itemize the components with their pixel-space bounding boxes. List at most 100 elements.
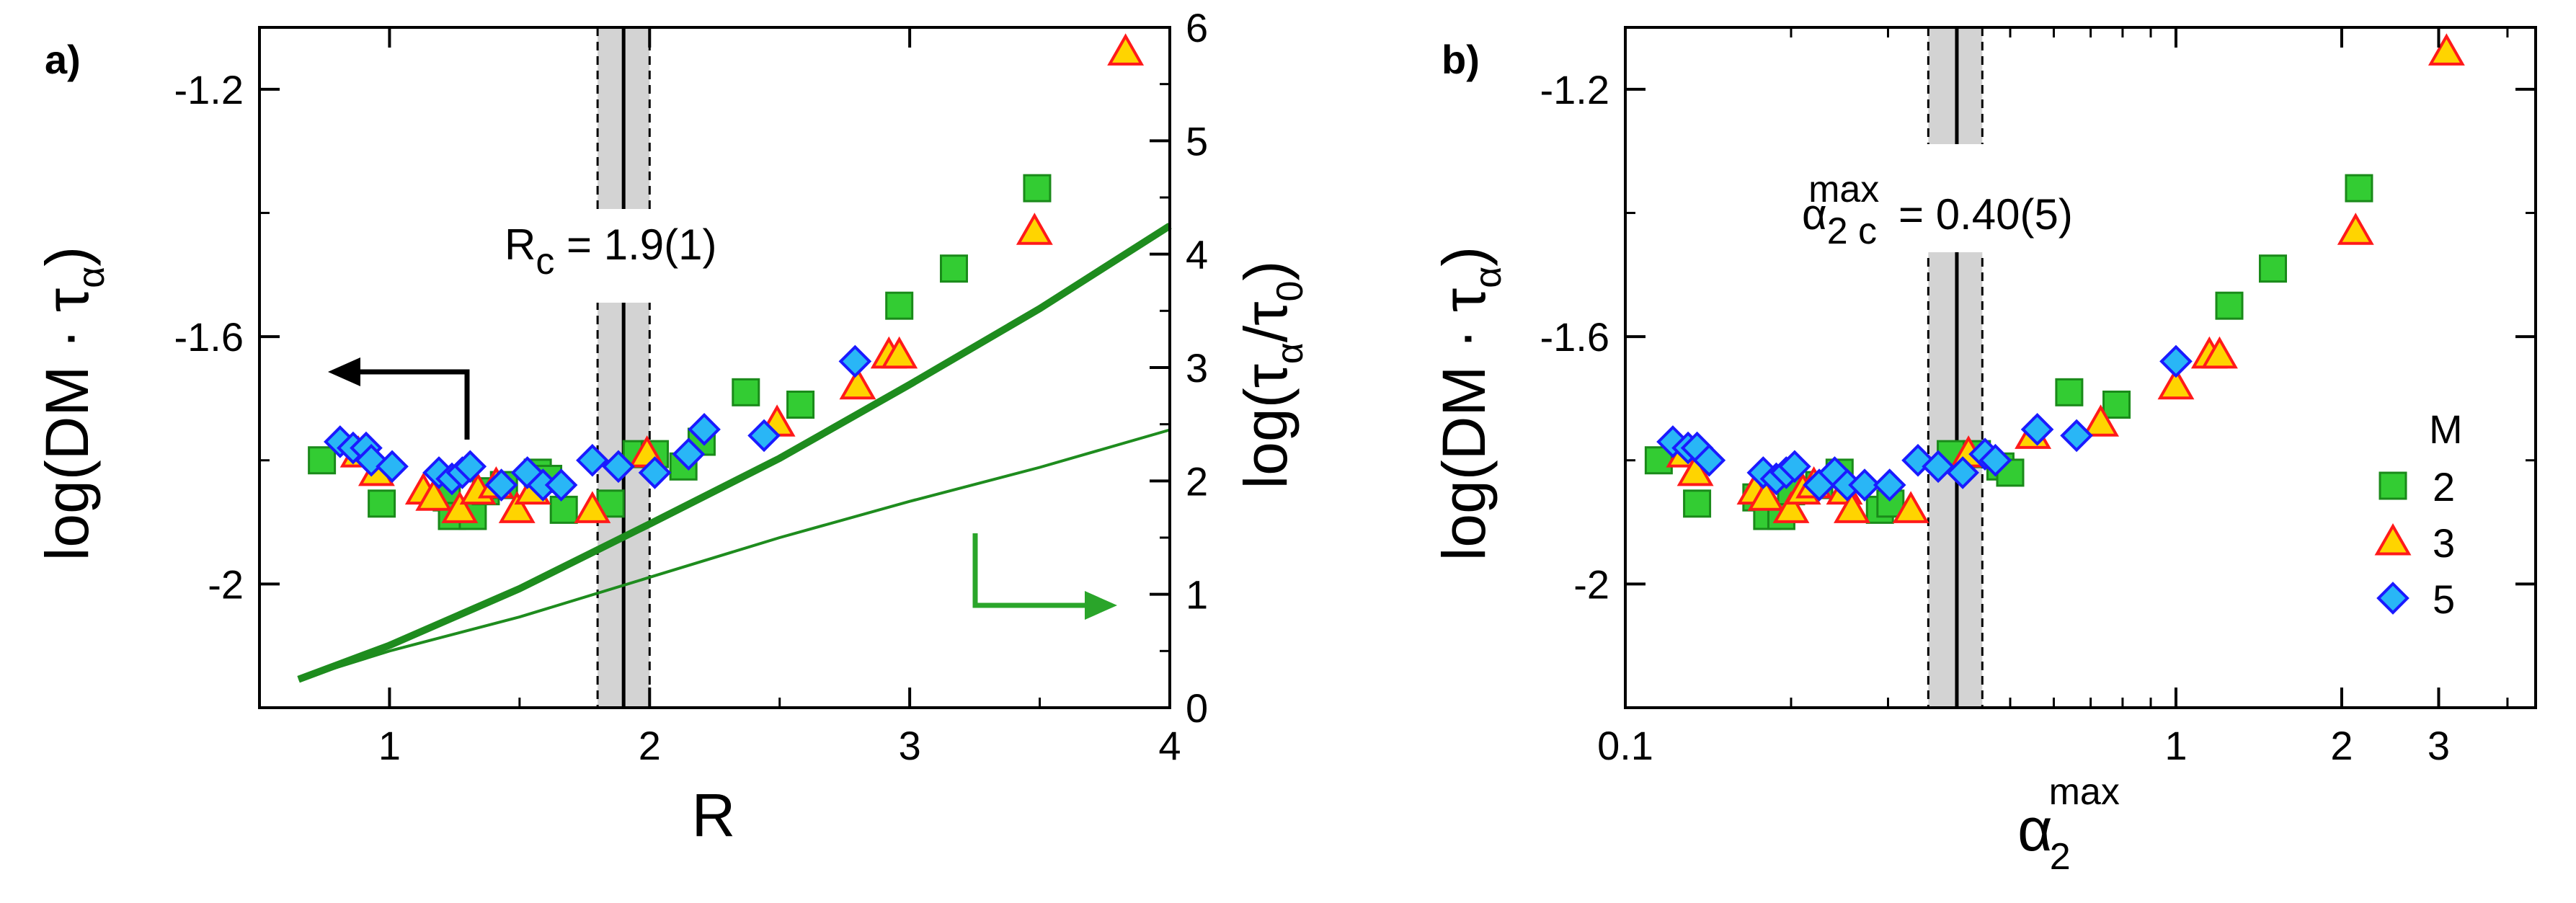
a-ytick-left-label: -1.2 xyxy=(174,67,244,112)
marker-b-diamond-3 xyxy=(1692,443,1726,477)
a-ytick-left-label: -1.6 xyxy=(174,314,244,360)
marker-a-diamond-19 xyxy=(838,344,872,378)
marker-a-diamond-12 xyxy=(544,468,578,502)
marker-a-diamond-16 xyxy=(672,437,706,471)
marker-b-triangle-16 xyxy=(2337,213,2374,245)
panel-a-annotation-background xyxy=(497,209,786,303)
marker-b-square-1 xyxy=(1683,489,1712,518)
left-axis-arrow xyxy=(328,357,470,440)
marker-b-square-18 xyxy=(2345,174,2373,203)
marker-b-diamond-12 xyxy=(1873,468,1906,502)
marker-b-diamond-19 xyxy=(2060,419,2093,453)
marker-b-square-15 xyxy=(2102,390,2131,419)
a-ytick-right-label: 1 xyxy=(1186,572,1208,618)
a-xtick-label-4: 4 xyxy=(1158,723,1181,768)
b-ytick-label: -1.2 xyxy=(1540,67,1610,112)
marker-a-square-0 xyxy=(308,446,337,475)
marker-a-square-1 xyxy=(368,489,396,518)
marker-b-diamond-15 xyxy=(1946,456,1979,489)
marker-a-diamond-17 xyxy=(688,412,721,446)
marker-a-square-16 xyxy=(786,390,815,419)
marker-b-triangle-8 xyxy=(1834,491,1870,523)
panel-a-data-markers xyxy=(308,33,1145,530)
a-ytick-right-label: 0 xyxy=(1186,685,1208,731)
a-xtick-label-2: 2 xyxy=(639,723,661,768)
a-ytick-right-label: 2 xyxy=(1186,458,1208,504)
marker-a-diamond-4 xyxy=(376,450,409,484)
marker-a-diamond-9 xyxy=(484,468,518,502)
marker-b-diamond-20 xyxy=(2159,344,2193,378)
panel-b-legend: M 2 3 5 xyxy=(2374,406,2463,622)
marker-a-triangle-9 xyxy=(574,491,611,523)
marker-b-triangle-15 xyxy=(2201,336,2238,369)
marker-b-diamond-7 xyxy=(1778,450,1811,484)
marker-b-triangle-12 xyxy=(2082,404,2119,437)
panel-b-annotation: α2 cmax = 0.40(5) xyxy=(1802,169,2073,252)
marker-a-triangle-12 xyxy=(839,367,876,400)
marker-a-square-15 xyxy=(732,378,760,406)
marker-b-square-14 xyxy=(2055,378,2084,406)
marker-b-square-16 xyxy=(2215,291,2244,320)
b-xtick-label: 3 xyxy=(2428,723,2450,768)
marker-b-diamond-11 xyxy=(1848,468,1881,502)
marker-a-triangle-15 xyxy=(1016,213,1053,245)
marker-a-square-18 xyxy=(939,254,968,283)
marker-a-triangle-16 xyxy=(1107,33,1145,66)
legend-label-3: 3 xyxy=(2433,520,2455,566)
marker-a-square-17 xyxy=(885,291,914,320)
marker-b-diamond-14 xyxy=(1922,450,1955,484)
panel-b-xlabel: α2max xyxy=(2017,771,2120,878)
marker-a-diamond-8 xyxy=(453,450,487,484)
panel-b-frame xyxy=(1624,26,2537,709)
a-ytick-right-label: 5 xyxy=(1186,118,1208,164)
marker-b-triangle-13 xyxy=(2157,367,2195,400)
marker-b-triangle-17 xyxy=(2428,33,2465,66)
marker-a-triangle-4 xyxy=(441,491,479,523)
marker-a-triangle-14 xyxy=(881,336,918,369)
marker-b-triangle-9 xyxy=(1892,491,1929,523)
a-ytick-right-label: 3 xyxy=(1186,345,1208,391)
marker-b-diamond-17 xyxy=(1978,443,2012,477)
marker-b-square-17 xyxy=(2258,254,2287,283)
legend-title: M xyxy=(2429,406,2463,452)
legend-marker-triangle xyxy=(2374,522,2412,556)
marker-a-diamond-18 xyxy=(747,419,781,453)
b-xtick-label: 1 xyxy=(2164,723,2187,768)
a-xtick-label-3: 3 xyxy=(899,723,921,768)
b-xtick-label: 2 xyxy=(2330,723,2353,768)
marker-a-diamond-15 xyxy=(638,456,672,489)
right-axis-arrow xyxy=(972,533,1117,620)
b-ytick-label: -1.6 xyxy=(1540,314,1610,360)
marker-a-triangle-3 xyxy=(415,479,453,511)
legend-label-5: 5 xyxy=(2433,577,2455,622)
panel-b: 0.1 1 2 3 -1.2 -1.6 -2 b) log(DM · τα) α2max α… xyxy=(1430,26,2537,878)
panel-a-label: a) xyxy=(45,37,81,82)
a-ytick-left-label: -2 xyxy=(208,561,244,607)
panel-b-data-markers xyxy=(1644,33,2465,530)
panel-b-label: b) xyxy=(1442,37,1480,82)
a-ytick-right-label: 4 xyxy=(1186,232,1208,277)
marker-a-square-9 xyxy=(549,495,578,524)
panel-a-thick-fit-curve xyxy=(297,223,1172,683)
marker-a-diamond-13 xyxy=(576,443,609,477)
marker-a-triangle-7 xyxy=(498,491,536,523)
b-ytick-label: -2 xyxy=(1573,561,1609,607)
marker-b-diamond-18 xyxy=(2020,412,2054,446)
marker-a-diamond-14 xyxy=(602,450,635,484)
panel-a-annotation: Rc = 1.9(1) xyxy=(505,221,716,283)
marker-a-square-19 xyxy=(1023,174,1052,203)
panel-a-ylabel-right: log(τα/τ0) xyxy=(1232,261,1311,489)
a-xtick-label-1: 1 xyxy=(378,723,401,768)
panel-a-ylabel-left: log(DM · τα) xyxy=(33,246,112,561)
panel-b-annotation-background xyxy=(1787,144,2191,252)
legend-marker-diamond xyxy=(2376,582,2410,615)
marker-b-triangle-4 xyxy=(1772,491,1810,523)
panel-b-ylabel: log(DM · τα) xyxy=(1430,246,1509,561)
b-xtick-label: 0.1 xyxy=(1597,723,1653,768)
legend-label-2: 2 xyxy=(2433,464,2455,510)
panel-a-xlabel: R xyxy=(692,781,736,849)
panel-a-ticks: 1 2 3 4 -1.2 -1.6 -2 0 1 2 3 4 5 6 xyxy=(174,5,1209,768)
panel-a-thin-fit-curve xyxy=(298,428,1171,681)
